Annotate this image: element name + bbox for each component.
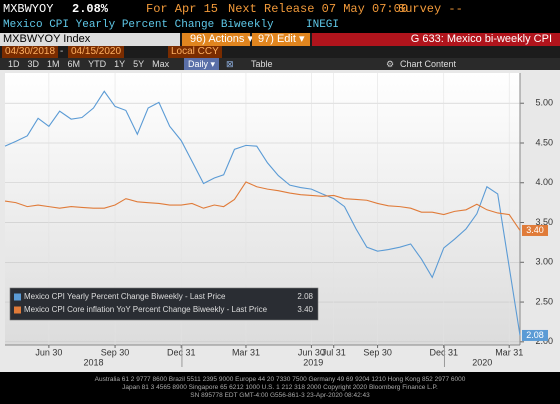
last-value-label: 3.40 xyxy=(526,225,544,235)
legend-swatch xyxy=(14,293,21,301)
x-tick-label: Mar 31 xyxy=(232,347,260,357)
year-label: 2019 xyxy=(303,357,323,367)
period-bar: 1D 3D 1M 6M YTD 1Y 5Y Max Daily ▾ ⊠ Table ⚙ Cha… xyxy=(0,58,560,70)
y-tick-label: 3.50 xyxy=(535,217,553,227)
period-tabs: 1D 3D 1M 6M YTD 1Y 5Y Max xyxy=(4,58,173,70)
currency-select[interactable]: Local CCY xyxy=(168,46,222,58)
legend-label: Mexico CPI Core inflation YoY Percent Ch… xyxy=(24,305,268,314)
legend: Mexico CPI Yearly Percent Change Biweekl… xyxy=(9,287,319,321)
last-value-label: 2.08 xyxy=(526,330,544,340)
y-tick-label: 4.00 xyxy=(535,177,553,187)
legend-box xyxy=(9,287,319,321)
period-tab[interactable]: 1M xyxy=(47,59,60,69)
series-line xyxy=(4,90,521,336)
date-bar: 04/30/2018 - 04/15/2020 Local CCY xyxy=(0,46,560,58)
x-tick-label: Sep 30 xyxy=(101,347,130,357)
actions-button[interactable]: 96) Actions ▾ xyxy=(182,33,253,46)
last-value-box xyxy=(522,224,548,236)
x-tick-label: Dec 31 xyxy=(429,347,458,357)
ticker: MXBWYOY xyxy=(3,2,54,16)
footer-line: Australia 61 2 9777 8600 Brazil 5511 239… xyxy=(94,376,466,383)
quote-bar: MXBWYOY 2.08% For Apr 15 Next Release 07… xyxy=(0,0,560,18)
period-tab[interactable]: 1Y xyxy=(114,59,126,69)
period-tab[interactable]: 5Y xyxy=(133,59,145,69)
y-tick-label: 3.00 xyxy=(535,257,553,267)
chart: 2.00 2.50 3.00 3.50 4.00 4.50 5.00 Jun 30 Sep 30… xyxy=(0,70,560,372)
edit-label: 97) Edit xyxy=(258,33,296,45)
x-tick-label: Mar 31 xyxy=(495,347,523,357)
legend-swatch xyxy=(14,306,21,314)
legend-label: Mexico CPI Yearly Percent Change Biweekl… xyxy=(24,292,226,301)
footer-line: Japan 81 3 4565 8900 Singapore 65 6212 1… xyxy=(122,384,438,391)
period-tab[interactable]: YTD xyxy=(88,59,107,69)
y-tick-label: 4.50 xyxy=(535,137,553,147)
next-release: Next Release 07 May 07:00 xyxy=(228,2,409,16)
survey: Survey -- xyxy=(398,2,463,16)
page-title: G 633: Mexico bi-weekly CPI xyxy=(312,33,560,46)
period-tab[interactable]: 6M xyxy=(67,59,81,69)
x-tick-label: Jul 31 xyxy=(322,347,346,357)
x-tick-label: Dec 31 xyxy=(167,347,196,357)
year-label: 2018 xyxy=(83,357,103,367)
for-label: For Apr 15 xyxy=(146,2,219,16)
x-tick-label: Jun 30 xyxy=(298,347,325,357)
period-tab[interactable]: 3D xyxy=(27,59,40,69)
footer-line: SN 895778 EDT GMT-4:00 G556-861-3 23-Apr… xyxy=(190,392,370,399)
legend-value: 3.40 xyxy=(297,305,313,314)
end-date[interactable]: 04/15/2020 xyxy=(68,46,125,58)
source: INEGI xyxy=(306,19,340,31)
y-tick-label: 2.00 xyxy=(535,336,553,346)
footer: Australia 61 2 9777 8600 Brazil 5511 239… xyxy=(0,372,560,404)
x-tick-label: Jun 30 xyxy=(35,347,62,357)
toolbar: MXBWYOY Index 96) Actions ▾ 97) Edit ▾ G… xyxy=(0,33,560,46)
edit-button[interactable]: 97) Edit ▾ xyxy=(252,33,310,46)
frequency-label: Daily xyxy=(188,59,209,69)
start-date[interactable]: 04/30/2018 xyxy=(2,46,59,58)
y-tick-label: 2.50 xyxy=(535,296,553,306)
security-field[interactable]: MXBWYOY Index xyxy=(0,33,180,46)
description-bar: Mexico CPI Yearly Percent Change Biweekl… xyxy=(0,18,560,32)
chart-icon[interactable]: ⊠ xyxy=(226,59,234,69)
date-separator: - xyxy=(60,46,64,57)
last-value-box xyxy=(522,329,548,341)
legend-value: 2.08 xyxy=(297,292,313,301)
last-value: 2.08% xyxy=(72,2,109,16)
series-line xyxy=(4,181,521,231)
chart-content-button[interactable]: Chart Content xyxy=(400,59,457,69)
actions-label: 96) Actions xyxy=(190,33,245,45)
settings-icon[interactable]: ⚙ xyxy=(386,59,395,69)
period-tab[interactable]: Max xyxy=(152,59,170,69)
y-tick-label: 5.00 xyxy=(535,98,553,108)
description: Mexico CPI Yearly Percent Change Biweekl… xyxy=(3,19,274,31)
x-tick-label: Sep 30 xyxy=(363,347,392,357)
table-button[interactable]: Table xyxy=(251,59,273,69)
frequency-select[interactable]: Daily ▾ xyxy=(184,58,220,70)
period-tab[interactable]: 1D xyxy=(8,59,20,69)
year-label: 2020 xyxy=(472,357,492,367)
